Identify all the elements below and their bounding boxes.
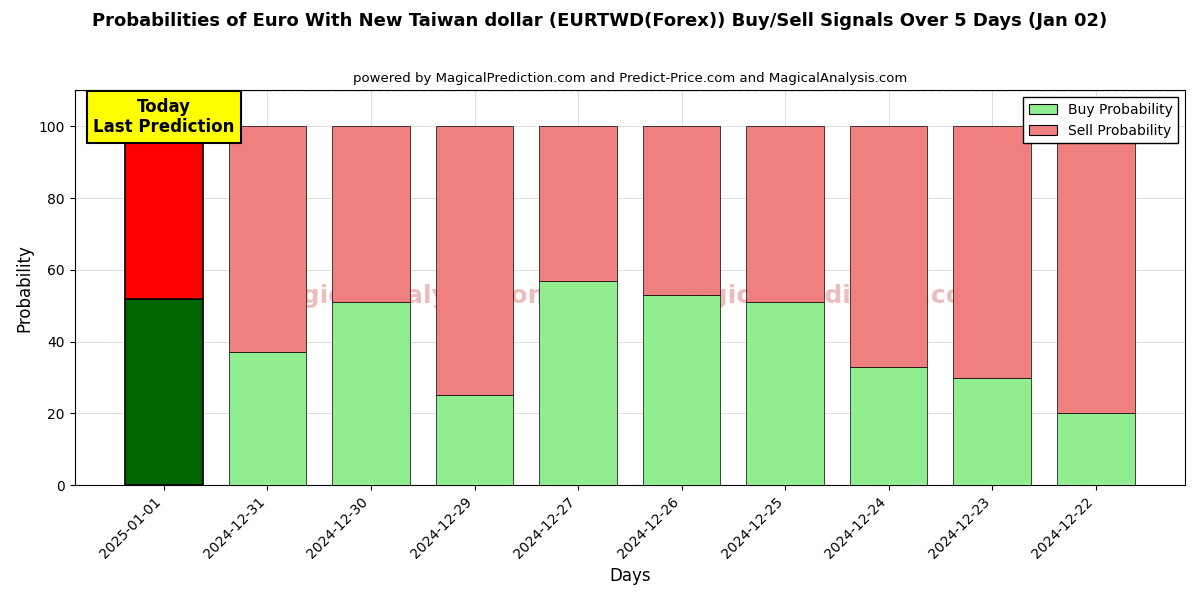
Bar: [539, 281, 617, 485]
Bar: [746, 126, 824, 302]
Bar: [436, 126, 514, 395]
Bar: [643, 126, 720, 295]
Bar: [953, 126, 1031, 377]
Bar: [1057, 413, 1134, 485]
Bar: [332, 302, 410, 485]
Bar: [125, 299, 203, 485]
Bar: [539, 126, 617, 281]
Text: Probabilities of Euro With New Taiwan dollar (EURTWD(Forex)) Buy/Sell Signals Ov: Probabilities of Euro With New Taiwan do…: [92, 12, 1108, 30]
Title: powered by MagicalPrediction.com and Predict-Price.com and MagicalAnalysis.com: powered by MagicalPrediction.com and Pre…: [353, 72, 907, 85]
Bar: [850, 367, 928, 485]
Text: MagicalPrediction.com: MagicalPrediction.com: [670, 284, 990, 308]
Bar: [125, 126, 203, 299]
Bar: [332, 126, 410, 302]
Text: Today
Last Prediction: Today Last Prediction: [94, 98, 235, 136]
Bar: [953, 377, 1031, 485]
Y-axis label: Probability: Probability: [16, 244, 34, 332]
Bar: [850, 126, 928, 367]
Legend: Buy Probability, Sell Probability: Buy Probability, Sell Probability: [1024, 97, 1178, 143]
Text: MagicalAnalysis.com: MagicalAnalysis.com: [260, 284, 554, 308]
Bar: [229, 126, 306, 352]
X-axis label: Days: Days: [610, 567, 650, 585]
Bar: [436, 395, 514, 485]
Bar: [746, 302, 824, 485]
Bar: [1057, 126, 1134, 413]
Bar: [643, 295, 720, 485]
Bar: [229, 352, 306, 485]
